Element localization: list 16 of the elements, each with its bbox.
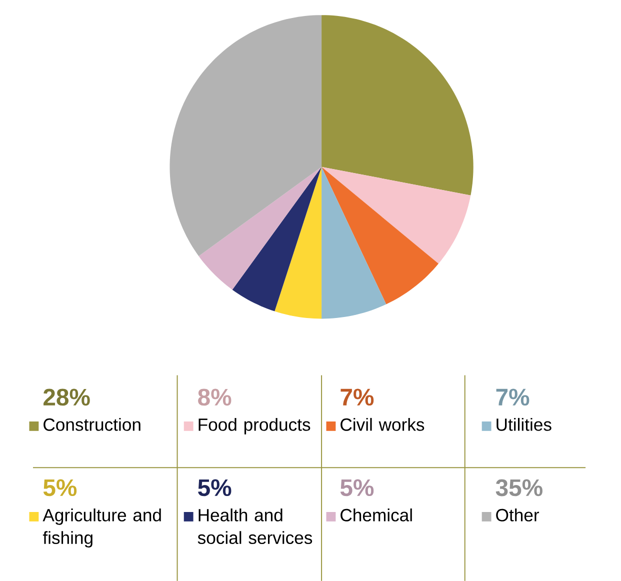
data-label: 5% — [43, 479, 77, 496]
data-label: 8% — [198, 388, 232, 406]
legend-label: Food products — [198, 418, 310, 434]
legend-label: Agriculture and fishing — [42, 508, 161, 548]
data-label: 5% — [198, 479, 232, 496]
data-label: 5% — [340, 479, 374, 496]
data-label: 28% — [44, 388, 90, 406]
legend-label: Other — [496, 508, 540, 522]
data-label: 7% — [340, 388, 374, 406]
legend-label: Chemical — [340, 508, 412, 522]
legend-label: Civil works — [340, 418, 424, 431]
legend-label: Utilities — [496, 418, 552, 431]
legend-label: Construction — [44, 418, 140, 431]
data-label: 7% — [496, 388, 530, 406]
legend-label: Health and social services — [198, 508, 312, 544]
data-label: 35% — [496, 479, 542, 496]
